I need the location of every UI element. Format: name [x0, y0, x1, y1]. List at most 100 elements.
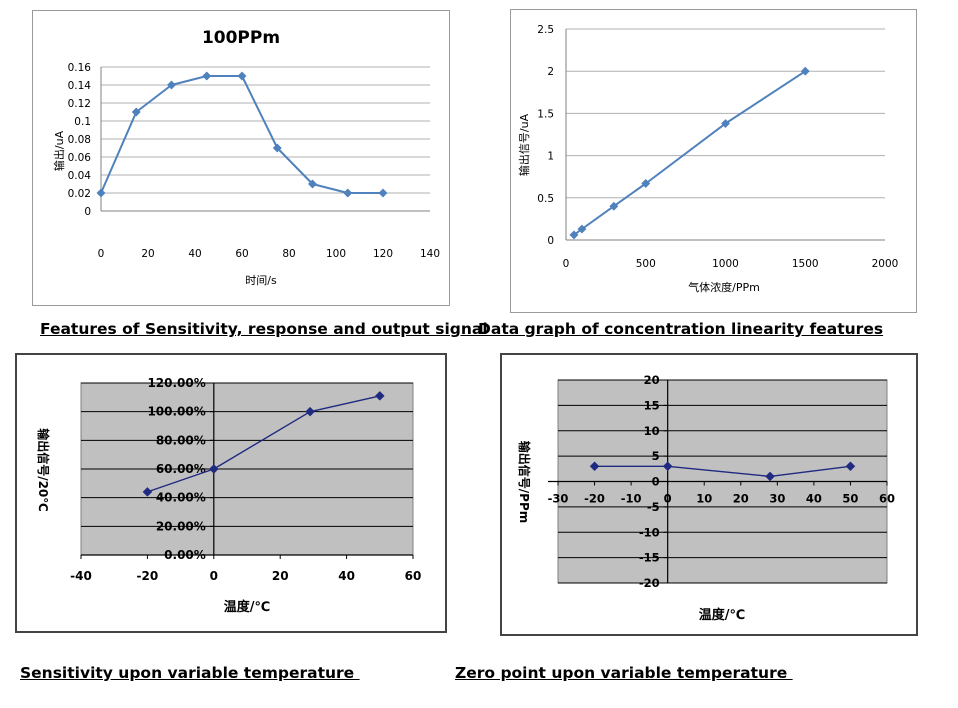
- y-tick-label: 5: [652, 449, 660, 463]
- y-tick-label: 0.08: [68, 134, 91, 146]
- x-tick-label: 0: [98, 248, 105, 260]
- x-tick-label: 140: [420, 248, 440, 260]
- y-tick-label: -10: [639, 525, 660, 539]
- x-tick-label: 60: [405, 569, 422, 583]
- x-axis-label: 时间/s: [245, 274, 277, 287]
- y-tick-label: 20.00%: [156, 519, 206, 533]
- x-tick-label: -20: [584, 492, 605, 506]
- y-tick-label: 0.1: [74, 116, 91, 128]
- data-point: [272, 143, 282, 153]
- x-tick-label: 0: [210, 569, 218, 583]
- data-point: [662, 461, 673, 472]
- y-tick-label: 2: [547, 66, 554, 78]
- data-point: [343, 188, 353, 198]
- data-point: [307, 179, 318, 189]
- data-point: [305, 406, 315, 417]
- data-point: [378, 188, 388, 198]
- chart-sensitivity-temp-svg: 0.00%20.00%40.00%60.00%80.00%100.00%120.…: [36, 376, 422, 615]
- y-tick-label: 60.00%: [156, 462, 206, 476]
- chart-response-svg: 0 0.02 0.04 0.06 0.08 0.1 0.12 0.14 0.16 0 20 40 60 8…: [52, 28, 440, 287]
- series-line: [147, 395, 380, 493]
- x-tick-label: 0: [563, 258, 570, 270]
- chart-panel-linearity: 0 0.5 1 1.5 2 2.5 0 500 1000 1500 2000 气体浓度/PPm 输出信号…: [510, 9, 917, 313]
- y-axis-label: 输出信号/20℃: [36, 428, 51, 512]
- x-tick-label: 2000: [872, 258, 899, 270]
- chart-zero-point-temp-svg: -20-15-10-505101520-30-20-10010203040506…: [517, 373, 895, 623]
- data-point: [374, 391, 385, 401]
- data-point: [142, 487, 153, 497]
- x-tick-label: 60: [879, 492, 895, 506]
- y-tick-label: 0.5: [537, 193, 554, 205]
- x-tick-label: 30: [769, 492, 785, 506]
- x-tick-label: 60: [235, 248, 248, 260]
- x-tick-label: 120: [373, 248, 393, 260]
- y-tick-label: 0: [547, 235, 554, 247]
- caption-linearity: Data graph of concentration linearity fe…: [478, 320, 884, 338]
- data-point: [96, 188, 106, 198]
- x-tick-label: 1000: [712, 258, 739, 270]
- caption-zero-point-temp: Zero point upon variable temperature: [455, 664, 793, 682]
- data-point: [641, 178, 651, 189]
- chart-panel-sensitivity-temp: 0.00% 20.00% 40.00% 60.00% 80.00% 100.00% 120.…: [15, 353, 447, 633]
- y-tick-label: 0.16: [68, 62, 92, 74]
- x-tick-label: -10: [621, 492, 642, 506]
- y-tick-label: 0.04: [68, 170, 92, 182]
- y-tick-label: 0.12: [68, 98, 91, 110]
- y-axis-label: 输出信号/uA: [517, 113, 531, 176]
- x-tick-label: 20: [272, 569, 289, 583]
- caption-response: Features of Sensitivity, response and ou…: [40, 320, 488, 338]
- data-point: [208, 464, 219, 474]
- y-tick-label: 2.5: [537, 24, 554, 36]
- y-tick-label: 80.00%: [156, 433, 206, 447]
- x-tick-label: 40: [188, 248, 201, 260]
- y-tick-label: 0.14: [68, 80, 92, 92]
- y-tick-label: 0: [84, 206, 91, 218]
- y-tick-label: -5: [647, 500, 660, 514]
- x-axis-label: 温度/℃: [699, 607, 746, 623]
- data-point: [569, 230, 579, 240]
- x-tick-label: -40: [70, 569, 92, 583]
- chart-panel-zero-point-temp: -20-15-10-505101520-30-20-10010203040506…: [500, 353, 918, 636]
- y-tick-label: -15: [639, 551, 660, 565]
- x-tick-label: 10: [696, 492, 712, 506]
- y-axis-label: 输出/uA: [52, 130, 66, 171]
- x-tick-label: 1500: [792, 258, 819, 270]
- y-tick-label: 1.5: [537, 108, 554, 120]
- y-tick-label: 20: [644, 373, 660, 387]
- x-tick-label: 40: [338, 569, 355, 583]
- data-point: [609, 201, 619, 211]
- x-axis-label: 温度/℃: [224, 599, 271, 615]
- x-tick-label: -30: [548, 492, 569, 506]
- series-line: [594, 465, 851, 478]
- data-point: [720, 118, 731, 129]
- x-tick-label: 100: [326, 248, 346, 260]
- x-tick-label: -20: [137, 569, 159, 583]
- plot-area: [566, 29, 885, 240]
- y-tick-label: 120.00%: [147, 376, 205, 390]
- y-tick-label: 0.06: [68, 152, 92, 164]
- y-tick-label: 40.00%: [156, 491, 206, 505]
- data-point: [577, 224, 587, 234]
- y-tick-label: 0.02: [68, 188, 91, 200]
- chart-linearity-svg: 0 0.5 1 1.5 2 2.5 0 500 1000 1500 2000 气体浓度/PPm 输出信号…: [517, 24, 899, 294]
- caption-sensitivity-temp: Sensitivity upon variable temperature: [20, 664, 360, 682]
- y-tick-label: 1: [547, 151, 554, 163]
- y-tick-label: -20: [639, 576, 660, 590]
- x-tick-label: 20: [141, 248, 154, 260]
- data-point: [131, 107, 141, 117]
- y-axis-label: 输出信号/PPm: [517, 441, 532, 523]
- data-point: [845, 461, 856, 472]
- x-tick-label: 500: [636, 258, 656, 270]
- x-tick-label: 40: [806, 492, 822, 506]
- y-tick-label: 15: [644, 398, 660, 412]
- x-tick-label: 50: [842, 492, 858, 506]
- data-point: [202, 71, 212, 81]
- y-tick-label: 100.00%: [147, 405, 205, 419]
- data-point: [589, 461, 600, 472]
- y-tick-label: 10: [644, 424, 660, 438]
- chart-title: 100PPm: [202, 28, 280, 48]
- data-point: [166, 80, 177, 90]
- data-point: [237, 71, 247, 81]
- x-tick-label: 80: [282, 248, 295, 260]
- chart-panel-response: 0 0.02 0.04 0.06 0.08 0.1 0.12 0.14 0.16 0 20 40 60 8…: [32, 10, 450, 306]
